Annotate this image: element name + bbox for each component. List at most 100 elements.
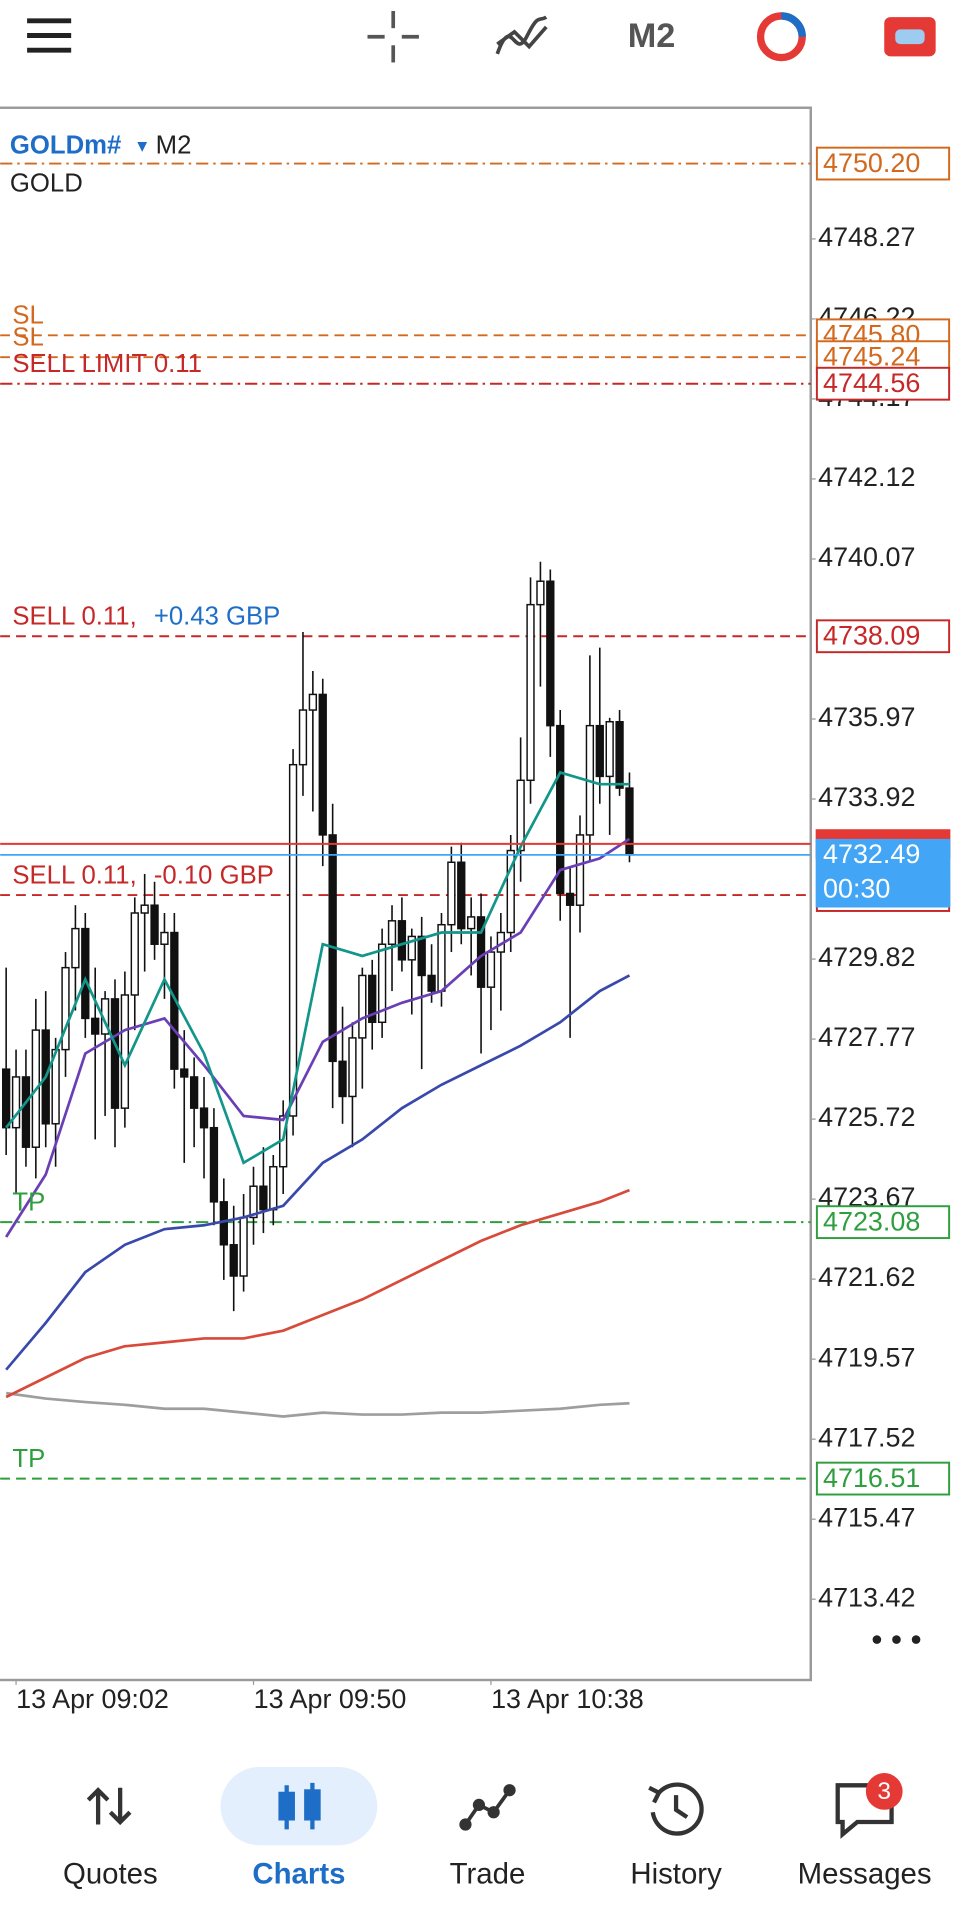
- y-tick-label: 4748.27: [818, 222, 915, 252]
- candle-body: [170, 931, 179, 1070]
- candle-body: [61, 966, 70, 1051]
- candle-body: [556, 724, 565, 895]
- nav-history[interactable]: History: [630, 1858, 722, 1891]
- candle-body: [486, 951, 496, 988]
- candle-body: [219, 1201, 228, 1246]
- chart-timeframe: M2: [156, 132, 192, 160]
- candle-body: [348, 1037, 357, 1098]
- candle-body: [467, 916, 476, 930]
- candle-body: [615, 721, 624, 789]
- moving-average: [5, 1391, 630, 1418]
- symbol-description: GOLD: [10, 170, 83, 198]
- candle-body: [11, 1076, 21, 1129]
- candle-body: [417, 935, 426, 977]
- candle-body: [130, 912, 139, 996]
- nav-trade[interactable]: Trade: [450, 1858, 526, 1891]
- y-tick-label: 4740.07: [818, 542, 915, 572]
- y-tick-label: 4721.62: [818, 1262, 915, 1292]
- candle-body: [536, 580, 545, 606]
- level-price: 4738.09: [823, 621, 920, 651]
- candle-body: [387, 920, 397, 945]
- candle-body: [407, 935, 416, 961]
- y-tick-label: 4717.52: [818, 1422, 915, 1452]
- symbol-dropdown[interactable]: [137, 142, 148, 152]
- candle-body: [516, 779, 525, 852]
- active-tab-highlight: [220, 1766, 378, 1846]
- candle-body: [209, 1126, 219, 1203]
- y-tick-label: 4713.42: [818, 1582, 915, 1612]
- y-tick-label: 4715.47: [818, 1502, 915, 1532]
- level-price-box: [815, 619, 951, 654]
- candle-body: [91, 1017, 100, 1035]
- timeframe-button[interactable]: M2: [628, 17, 676, 55]
- history-icon: [648, 1782, 704, 1836]
- y-tick-label: 4719.57: [818, 1342, 915, 1372]
- nav-quotes[interactable]: Quotes: [63, 1858, 158, 1891]
- y-tick-label: 4742.12: [818, 462, 915, 492]
- candle-body: [447, 861, 456, 926]
- moving-average: [5, 1188, 630, 1399]
- y-tick-label: 4729.82: [818, 942, 915, 972]
- x-tick-label: 13 Apr 09:02: [16, 1684, 169, 1714]
- nav-charts[interactable]: Charts: [252, 1858, 345, 1891]
- candle-body: [21, 1076, 31, 1148]
- level-price-box: [815, 1205, 951, 1240]
- candle-body: [595, 724, 604, 778]
- level-label: SELL 0.11,: [12, 861, 136, 889]
- menu-button[interactable]: [27, 18, 72, 53]
- candle-body: [377, 943, 387, 1024]
- level-price: 4744.56: [823, 368, 920, 398]
- candle-body: [605, 721, 614, 778]
- trade-button[interactable]: [756, 12, 806, 62]
- candle-body: [180, 1068, 189, 1078]
- y-tick-label: 4733.92: [818, 782, 915, 812]
- candle-body: [358, 974, 367, 1039]
- candle-body: [308, 693, 318, 711]
- candle-body: [81, 927, 90, 1020]
- quotes-icon: [86, 1787, 132, 1826]
- bid-price-box: [815, 838, 951, 908]
- level-label: SL: [12, 302, 43, 330]
- one-click-button[interactable]: [884, 17, 936, 57]
- moving-average: [5, 974, 631, 1371]
- level-label: SL: [12, 324, 43, 352]
- candle-body: [249, 1185, 258, 1219]
- candle-body: [476, 916, 486, 988]
- x-tick-label: 13 Apr 10:38: [491, 1684, 644, 1714]
- level-price: 4750.20: [823, 148, 920, 178]
- candle-body: [457, 861, 466, 930]
- candle-body: [298, 709, 308, 766]
- candle-body: [506, 849, 515, 934]
- candle-body: [437, 923, 446, 992]
- level-price-box: [815, 366, 951, 401]
- candle-body: [397, 920, 407, 961]
- candle-body: [239, 1216, 248, 1277]
- candle-body: [526, 603, 535, 782]
- candle-body: [259, 1185, 268, 1211]
- y-tick-label: 4725.72: [818, 1102, 915, 1132]
- candle-body: [318, 693, 327, 836]
- level-price: 4716.51: [823, 1463, 920, 1493]
- trade-icon: [459, 1784, 516, 1831]
- candle-body: [120, 994, 130, 1109]
- level-label: TP: [12, 1189, 45, 1217]
- candle-body: [288, 763, 298, 1117]
- candle-body: [140, 904, 149, 914]
- y-tick-label: 4727.77: [818, 1022, 915, 1052]
- indicators-button[interactable]: [495, 15, 548, 55]
- nav-messages[interactable]: Messages: [798, 1858, 932, 1891]
- badge-count: 3: [877, 1778, 891, 1805]
- crosshair-button[interactable]: [367, 11, 419, 63]
- level-profit: +0.43 GBP: [154, 603, 280, 631]
- chart-frame: [0, 106, 812, 1682]
- y-tick-label: 4735.97: [818, 702, 915, 732]
- candle-body: [229, 1244, 238, 1277]
- level-profit: -0.10 GBP: [154, 861, 274, 889]
- symbol[interactable]: GOLDm#: [10, 132, 121, 160]
- charts-icon: [278, 1782, 321, 1830]
- level-price-box: [815, 1461, 951, 1496]
- more-button[interactable]: [872, 1635, 921, 1644]
- x-tick-label: 13 Apr 09:50: [254, 1684, 407, 1714]
